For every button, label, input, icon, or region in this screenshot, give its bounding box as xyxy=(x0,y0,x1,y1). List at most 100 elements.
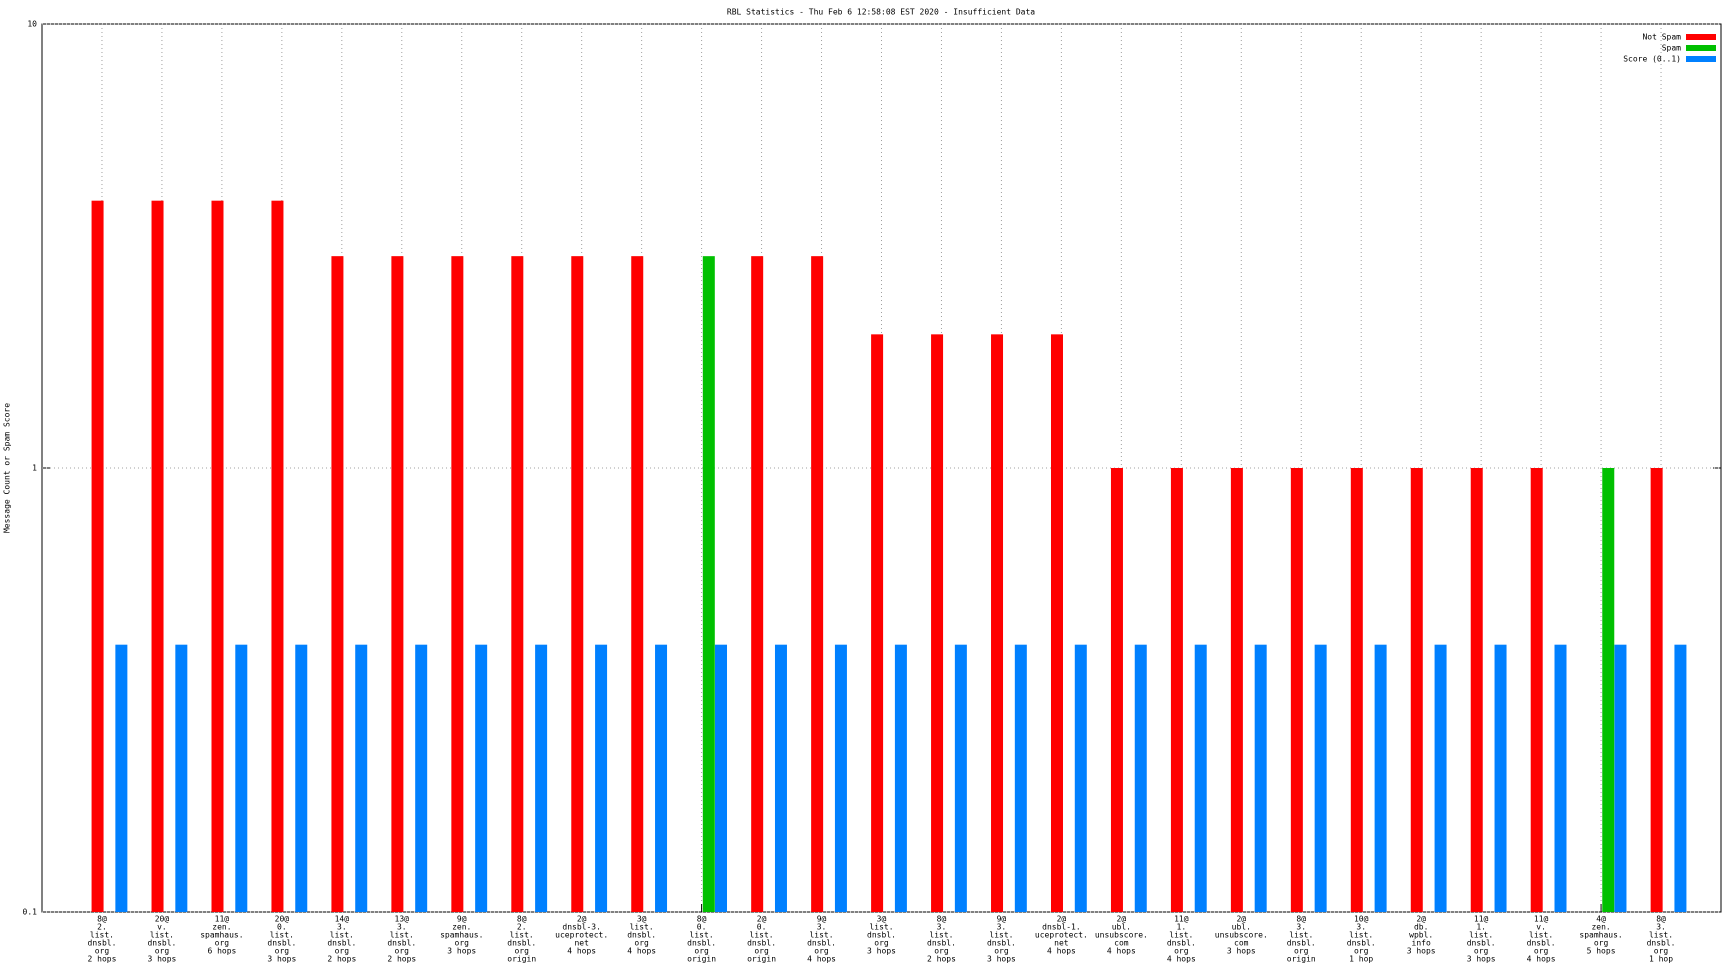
bar xyxy=(115,644,128,912)
bar xyxy=(1230,468,1243,912)
x-tick-label: 2 hops xyxy=(327,955,356,964)
x-tick-label: 4@ xyxy=(1596,915,1606,924)
bar xyxy=(1050,334,1063,913)
bar xyxy=(391,256,404,912)
x-tick-label: dnsbl. xyxy=(507,939,536,948)
x-tick-label: v. xyxy=(1536,923,1546,932)
x-tick-label: 3. xyxy=(1356,923,1366,932)
x-tick-label: dnsbl. xyxy=(1347,939,1376,948)
bar xyxy=(1554,644,1567,912)
bar xyxy=(1254,644,1267,912)
x-tick-label: 3 hops xyxy=(267,955,296,964)
bar xyxy=(655,644,668,912)
bar xyxy=(894,644,907,912)
x-tick-label: 2@ xyxy=(1416,915,1426,924)
bar xyxy=(811,256,824,912)
bar xyxy=(702,256,715,912)
x-tick-label: dnsbl. xyxy=(1527,939,1556,948)
x-tick-label: dnsbl. xyxy=(387,939,416,948)
bar xyxy=(715,644,728,912)
x-tick-label: 2. xyxy=(97,923,107,932)
bar xyxy=(1470,468,1483,912)
x-tick-label: list. xyxy=(690,931,714,940)
bar xyxy=(271,200,284,912)
x-tick-label: 11@ xyxy=(215,915,230,924)
x-tick-label: 0. xyxy=(757,923,767,932)
x-tick-label: ubl. xyxy=(1232,923,1251,932)
x-tick-label: org xyxy=(994,947,1009,956)
x-tick-label: 20@ xyxy=(155,915,170,924)
x-tick-label: 3@ xyxy=(877,915,887,924)
x-tick-label: 3. xyxy=(997,923,1007,932)
x-tick-label: dnsbl. xyxy=(1167,939,1196,948)
x-tick-label: list. xyxy=(330,931,354,940)
bar xyxy=(834,644,847,912)
bar xyxy=(475,644,488,912)
bar xyxy=(774,644,787,912)
bar xyxy=(631,256,644,912)
x-tick-label: org xyxy=(1474,947,1489,956)
chart-title: RBL Statistics - Thu Feb 6 12:58:08 EST … xyxy=(727,8,1035,17)
x-tick-label: v. xyxy=(157,923,167,932)
x-tick-label: list. xyxy=(929,931,953,940)
x-tick-label: org xyxy=(335,947,350,956)
x-tick-label: list. xyxy=(270,931,294,940)
x-tick-label: 3 hops xyxy=(987,955,1016,964)
bar xyxy=(355,644,368,912)
x-tick-label: info xyxy=(1412,939,1431,948)
x-tick-label: unsubscore. xyxy=(1215,931,1268,940)
x-tick-label: org xyxy=(455,939,470,948)
x-tick-label: origin xyxy=(747,955,776,964)
x-tick-label: org xyxy=(1174,947,1189,956)
x-tick-label: 11@ xyxy=(1534,915,1549,924)
x-tick-label: dnsbl. xyxy=(927,939,956,948)
x-tick-label: 2@ xyxy=(1057,915,1067,924)
x-tick-label: 3. xyxy=(937,923,947,932)
x-tick-label: 3. xyxy=(1656,923,1666,932)
x-tick-label: org xyxy=(934,947,949,956)
x-tick-label: dnsbl. xyxy=(267,939,296,948)
bar xyxy=(451,256,464,912)
x-tick-label: net xyxy=(1054,939,1069,948)
x-tick-label: 8@ xyxy=(937,915,947,924)
x-tick-label: 2. xyxy=(517,923,527,932)
x-tick-label: 8@ xyxy=(1656,915,1666,924)
x-tick-label: 8@ xyxy=(517,915,527,924)
x-tick-label: 4 hops xyxy=(1167,955,1196,964)
x-tick-label: org xyxy=(514,947,529,956)
bar xyxy=(1170,468,1183,912)
x-tick-label: 14@ xyxy=(335,915,350,924)
x-tick-label: 1. xyxy=(1476,923,1486,932)
x-tick-label: org xyxy=(215,939,230,948)
x-tick-label: 2 hops xyxy=(88,955,117,964)
x-tick-label: list. xyxy=(90,931,114,940)
x-tick-label: 2@ xyxy=(577,915,587,924)
x-tick-label: dnsbl. xyxy=(867,931,896,940)
x-tick-label: dnsbl-1. xyxy=(1042,923,1081,932)
x-tick-label: 2 hops xyxy=(387,955,416,964)
x-tick-label: spamhaus. xyxy=(200,931,243,940)
x-tick-label: origin xyxy=(687,955,716,964)
x-tick-label: org xyxy=(155,947,170,956)
x-tick-label: org xyxy=(1354,947,1369,956)
x-tick-label: 3. xyxy=(1296,923,1306,932)
x-tick-label: dnsbl. xyxy=(88,939,117,948)
x-tick-label: 6 hops xyxy=(207,947,236,956)
x-tick-label: 3 hops xyxy=(447,947,476,956)
x-tick-label: zen. xyxy=(212,923,231,932)
x-tick-label: 2@ xyxy=(757,915,767,924)
y-tick-label: 1 xyxy=(32,464,37,473)
legend-swatch xyxy=(1686,34,1716,40)
bar xyxy=(1074,644,1087,912)
bar xyxy=(1494,644,1507,912)
y-tick-label: 0.1 xyxy=(23,908,38,917)
x-tick-label: 8@ xyxy=(97,915,107,924)
x-tick-label: org xyxy=(1594,939,1609,948)
x-tick-label: spamhaus. xyxy=(1579,931,1622,940)
bar xyxy=(1650,468,1663,912)
x-tick-label: wpbl. xyxy=(1409,931,1433,940)
x-tick-label: 3. xyxy=(817,923,827,932)
x-tick-label: org xyxy=(395,947,410,956)
bar xyxy=(511,256,524,912)
x-tick-label: 3. xyxy=(337,923,347,932)
